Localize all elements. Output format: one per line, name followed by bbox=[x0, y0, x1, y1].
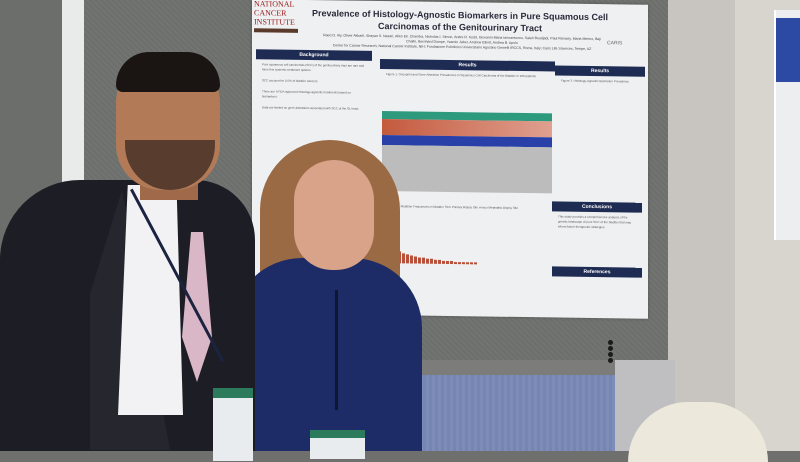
results-section: Results Figure 1. Oncoprint and Gene Alt… bbox=[380, 59, 555, 82]
display-pole bbox=[62, 0, 84, 230]
figure2-caption: Figure 2. Mutation Frequencies in Bladde… bbox=[388, 204, 519, 210]
pushpins bbox=[608, 340, 614, 364]
name-badge bbox=[310, 430, 365, 459]
nci-logo: NATIONAL CANCER INSTITUTE bbox=[254, 0, 298, 42]
poster-authors: Raed O. Aly, Oliver Akbarli, Shayan S. N… bbox=[323, 33, 601, 51]
conclusion-bullet: This study provides a comprehensive anal… bbox=[558, 214, 632, 230]
name-badge bbox=[213, 388, 253, 461]
poster-title: Prevalence of Histology-Agnostic Biomark… bbox=[311, 8, 609, 34]
references-header: References bbox=[552, 266, 642, 278]
background-bullet: Data are limited on gene alterations ass… bbox=[262, 105, 360, 111]
adjacent-poster bbox=[774, 10, 800, 240]
oncoprint-figure bbox=[382, 111, 552, 194]
caris-logo: CARIS bbox=[607, 40, 623, 47]
figure3-caption: Figure 3. Histology-Agnostic Biomarker P… bbox=[561, 78, 629, 84]
background-bullet: Pure squamous cell carcinomas (SCC) of t… bbox=[262, 62, 365, 73]
references-section: References bbox=[552, 266, 642, 278]
presenter-right-face bbox=[294, 160, 374, 270]
conclusions-section: Conclusions This study provides a compre… bbox=[552, 201, 642, 233]
mutation-frequency-chart bbox=[382, 223, 532, 270]
white-shirt bbox=[118, 185, 183, 415]
lanyard bbox=[335, 290, 338, 410]
background-bullet: There are 9 FDA-approved histology-agnos… bbox=[262, 89, 351, 99]
presenter-left-hair bbox=[116, 52, 220, 92]
results-right-section: Results Figure 3. Histology-Agnostic Bio… bbox=[555, 65, 645, 87]
presenter-right bbox=[232, 258, 422, 451]
figure1-caption: Figure 1. Oncoprint and Gene Alteration … bbox=[386, 72, 536, 79]
background-section: Background Pure squamous cell carcinomas… bbox=[256, 49, 372, 115]
